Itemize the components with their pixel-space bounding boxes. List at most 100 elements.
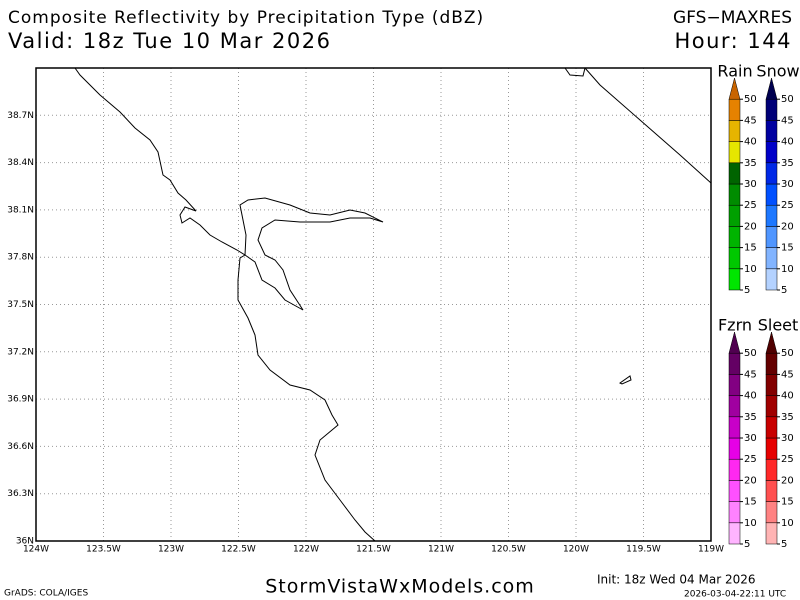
color-cap	[765, 77, 778, 100]
lat-label: 38.1N	[7, 205, 34, 215]
legend-name: Snow	[756, 62, 799, 81]
bay	[239, 197, 384, 311]
legend-label: 5	[781, 285, 787, 296]
color-cell	[765, 268, 778, 291]
lat-label: 36.9N	[7, 395, 34, 405]
color-cell	[728, 374, 741, 396]
coast	[74, 67, 376, 542]
legend-label: 50	[781, 348, 794, 359]
color-cell	[765, 374, 778, 396]
color-cell	[765, 458, 778, 481]
legend-label: 50	[744, 94, 757, 105]
color-cell	[765, 352, 778, 375]
color-cell	[728, 226, 741, 248]
legend-label: 20	[744, 475, 757, 486]
legend-label: 20	[781, 221, 794, 232]
legend-label: 40	[744, 391, 757, 402]
legend-label: 30	[744, 179, 757, 190]
color-cell	[765, 204, 778, 227]
legend-label: 45	[744, 115, 757, 126]
lon-label: 122W	[293, 545, 319, 555]
title: Composite Reflectivity by Precipitation …	[8, 8, 484, 28]
lake	[564, 67, 586, 77]
legend: Rain 5 10 15 20 25 30 35 40 45 50 Snow 5 10 15 20 25 30 35…	[717, 62, 799, 551]
lat-label: 37.8N	[7, 253, 34, 263]
border	[584, 67, 712, 184]
legend-label: 5	[744, 539, 750, 550]
legend-label: 15	[781, 243, 794, 254]
lat-label: 36.3N	[7, 489, 34, 499]
lon-label: 124W	[23, 545, 49, 555]
legend-label: 35	[781, 158, 794, 169]
legend-label: 50	[744, 348, 757, 359]
legend-label: 30	[781, 433, 794, 444]
lat-label: 37.2N	[7, 347, 34, 357]
legend-label: 45	[744, 369, 757, 380]
lon-label: 123.5W	[86, 545, 121, 555]
lon-label: 121W	[428, 545, 454, 555]
lake	[619, 375, 632, 385]
legend-label: 50	[781, 94, 794, 105]
lat-label: 38.7N	[7, 111, 34, 121]
color-cap	[728, 77, 741, 100]
legend-name: Rain	[717, 62, 752, 81]
color-cell	[728, 204, 741, 227]
legend-label: 30	[781, 179, 794, 190]
legend-label: 20	[781, 475, 794, 486]
legend-label: 40	[781, 137, 794, 148]
forecast-hour: Hour: 144	[674, 29, 792, 53]
color-cell	[765, 247, 778, 270]
color-cell	[728, 352, 741, 375]
color-cell	[765, 522, 778, 545]
legend-label: 40	[744, 137, 757, 148]
valid-time: Valid: 18z Tue 10 Mar 2026	[8, 29, 331, 53]
lon-label: 120W	[563, 545, 589, 555]
color-cell	[765, 141, 778, 164]
legend-label: 25	[744, 454, 757, 465]
color-cell	[728, 120, 741, 142]
legend-label: 10	[744, 264, 757, 275]
color-cell	[728, 268, 741, 291]
lon-label: 122.5W	[221, 545, 256, 555]
legend-label: 20	[744, 221, 757, 232]
color-cell	[765, 120, 778, 142]
color-cell	[728, 183, 741, 206]
color-cell	[765, 183, 778, 206]
legend-name: Sleet	[758, 316, 799, 335]
credit: GrADS: COLA/IGES	[4, 589, 88, 599]
legend-label: 10	[744, 518, 757, 529]
color-cell	[728, 501, 741, 524]
timestamp: 2026-03-04-22:11 UTC	[684, 590, 786, 600]
legend-label: 15	[781, 497, 794, 508]
color-cell	[765, 98, 778, 121]
lon-label: 119.5W	[626, 545, 661, 555]
color-cell	[765, 395, 778, 418]
legend-label: 30	[744, 433, 757, 444]
color-cell	[765, 226, 778, 248]
legend-label: 10	[781, 518, 794, 529]
color-cell	[765, 416, 778, 439]
legend-label: 25	[781, 454, 794, 465]
color-cell	[728, 395, 741, 418]
model: GFS−MAXRES	[673, 8, 792, 28]
color-cell	[728, 437, 741, 460]
legend-label: 35	[781, 412, 794, 423]
legend-label: 35	[744, 158, 757, 169]
color-cell	[728, 522, 741, 545]
init-time: Init: 18z Wed 04 Mar 2026	[597, 573, 755, 587]
coastline	[74, 67, 712, 542]
legend-label: 45	[781, 115, 794, 126]
lat-label: 38.4N	[7, 158, 34, 168]
legend-label: 25	[781, 200, 794, 211]
color-cell	[765, 501, 778, 524]
color-cell	[765, 437, 778, 460]
color-cell	[765, 480, 778, 502]
legend-label: 15	[744, 497, 757, 508]
lat-label: 37.5N	[7, 300, 34, 310]
color-cap	[765, 331, 778, 354]
color-cell	[728, 480, 741, 502]
lon-label: 119W	[698, 545, 724, 555]
legend-label: 10	[781, 264, 794, 275]
color-cap	[728, 331, 741, 354]
